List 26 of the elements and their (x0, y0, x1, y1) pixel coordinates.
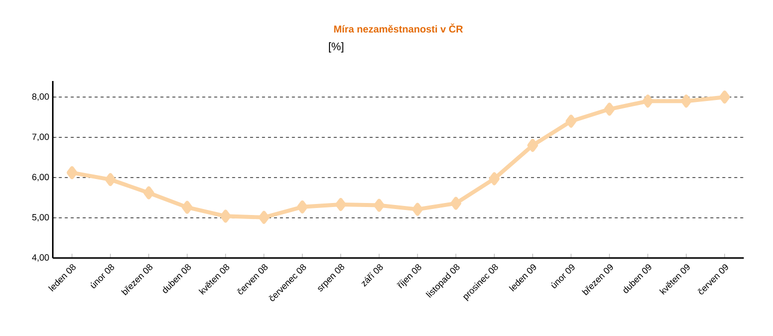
y-tick-label: 8,00 (32, 93, 49, 101)
y-axis-title: [%] (328, 42, 344, 52)
point (258, 210, 270, 224)
point (642, 94, 654, 108)
point (335, 198, 346, 211)
point (488, 172, 500, 186)
chart-title: Míra nezaměstnanosti v ČR (334, 24, 463, 33)
y-tick-label: 6,00 (32, 174, 49, 182)
point (296, 200, 308, 214)
point (604, 102, 615, 116)
point (527, 138, 538, 152)
point (566, 114, 576, 128)
point (105, 173, 116, 186)
point (220, 210, 231, 223)
point (450, 196, 462, 210)
point (374, 198, 384, 212)
point (412, 202, 423, 216)
y-tick-label: 4,00 (32, 254, 49, 262)
point (66, 166, 78, 180)
point (680, 94, 692, 108)
x-tick-label: říjen 08 (396, 264, 422, 288)
y-tick-label: 5,00 (32, 214, 49, 222)
point (719, 90, 730, 104)
y-tick-label: 7,00 (32, 134, 49, 142)
point (182, 200, 193, 214)
point (143, 186, 154, 200)
